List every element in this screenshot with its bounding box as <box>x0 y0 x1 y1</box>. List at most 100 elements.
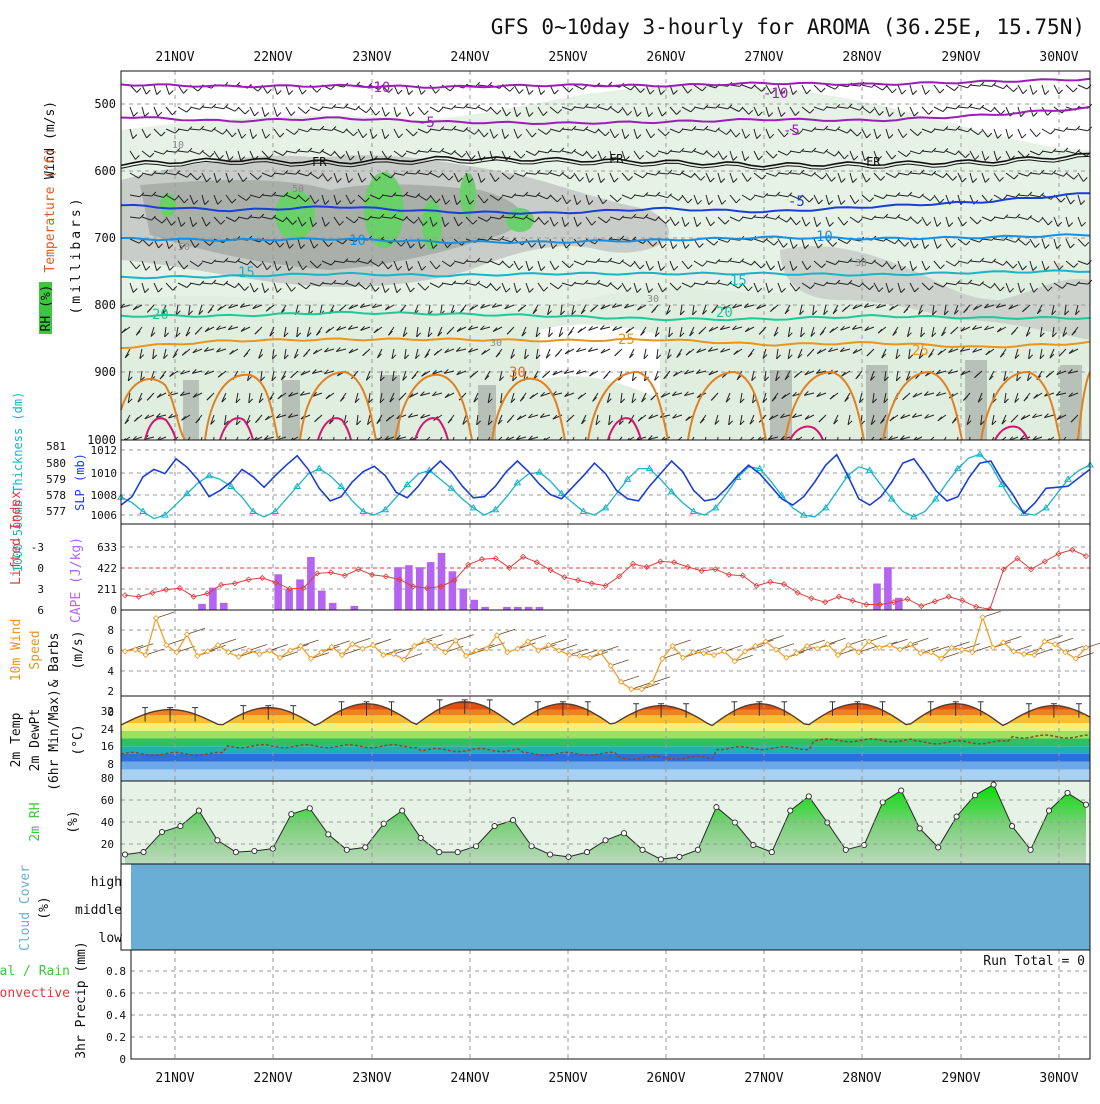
rh-point <box>695 847 700 852</box>
rh-point <box>973 793 978 798</box>
contour-label-30: 30 <box>509 365 526 381</box>
precip-total-label: Total / Rain <box>0 964 70 979</box>
contour-label-20: 20 <box>152 307 169 323</box>
li-tick-label: -3 <box>31 541 44 554</box>
dewpt-axis-label: 2m DewPt <box>28 709 43 772</box>
rh2m-panel: 60 40 20 2m RH (%) <box>28 781 1090 864</box>
rh-tick-label: 40 <box>101 816 114 829</box>
precip-tick-label: 0.2 <box>106 1031 126 1044</box>
rh-point <box>233 850 238 855</box>
cape-bar <box>394 567 402 610</box>
temp-tick-label: 80 <box>101 772 114 785</box>
wind-tick-label: 2 <box>107 685 114 698</box>
cape-tick-label: 0 <box>110 604 117 617</box>
cape-bar <box>438 553 446 610</box>
temp-band <box>121 731 1090 739</box>
slp-tick-label: 1006 <box>91 509 118 522</box>
rh-contour-label: 30 <box>490 338 502 349</box>
bottom-date-label: 30NOV <box>1039 1071 1078 1086</box>
rh-point <box>1010 824 1015 829</box>
rh-point <box>1046 808 1051 813</box>
bottom-date-label: 24NOV <box>450 1071 489 1086</box>
rh-point <box>584 850 589 855</box>
bottom-date-label: 28NOV <box>842 1071 881 1086</box>
rh-contour-label: 10 <box>172 140 184 151</box>
li-tick-label: 3 <box>37 583 44 596</box>
bottom-date-label: 25NOV <box>548 1071 587 1086</box>
rh-point <box>289 812 294 817</box>
pressure-tick-label: 800 <box>94 298 116 312</box>
rh-point <box>954 814 959 819</box>
thickness-tick-label: 579 <box>46 473 66 486</box>
cape-bar <box>296 579 304 610</box>
wind10-units-label: (m/s) <box>71 630 86 669</box>
slp-tick-label: 1008 <box>91 489 118 502</box>
rh-point <box>603 838 608 843</box>
temp-tick-label: 24 <box>101 723 115 736</box>
pressure-tick-label: 600 <box>94 164 116 178</box>
rh-point <box>122 852 127 857</box>
thickness-tick-label: 581 <box>46 440 66 453</box>
rh-point <box>769 850 774 855</box>
rh-point <box>418 835 423 840</box>
rh-contour-label: 30 <box>647 294 659 305</box>
minmax-axis-label: (6hr Min/Max) <box>47 689 62 791</box>
cape-tick-label: 633 <box>97 541 117 554</box>
contour-label-10: 10 <box>816 229 833 245</box>
temp-band <box>121 723 1090 731</box>
rh-point <box>178 824 183 829</box>
cape-bar <box>873 584 881 611</box>
rh-point <box>899 788 904 793</box>
top-date-label: 21NOV <box>155 50 194 65</box>
rh2m-units-label: (%) <box>66 810 81 833</box>
rh-point <box>548 852 553 857</box>
cape-bar <box>198 604 206 610</box>
top-date-label: 29NOV <box>941 50 980 65</box>
rh-point <box>1065 790 1070 795</box>
temp-tick-label: 32 <box>101 705 114 718</box>
contour-label-m10: -10 <box>365 80 390 96</box>
rh-point <box>363 845 368 850</box>
rh-point <box>936 845 941 850</box>
top-date-label: 22NOV <box>253 50 292 65</box>
precip-axis-label: 3hr Precip (mm) <box>74 941 89 1058</box>
run-total-label: Run Total = 0 <box>983 954 1085 969</box>
contour-label-15: 15 <box>238 265 255 281</box>
pressure-tick-label: 500 <box>94 97 116 111</box>
rh-point <box>621 831 626 836</box>
top-date-label: 23NOV <box>352 50 391 65</box>
temperature-axis-label: Temperature (°C) <box>43 147 58 272</box>
top-date-label: 26NOV <box>646 50 685 65</box>
top-date-label: 28NOV <box>842 50 881 65</box>
rh-contour-label: 30 <box>855 258 867 269</box>
rh-point <box>215 838 220 843</box>
temp-band <box>121 769 1090 781</box>
rh-tick-label: 20 <box>101 838 114 851</box>
rh-point <box>1028 847 1033 852</box>
temp-axis-label: 2m Temp <box>9 712 24 767</box>
rh-point <box>714 805 719 810</box>
contour-label-25: 25 <box>618 332 635 348</box>
rh-point <box>437 850 442 855</box>
rh-point <box>677 854 682 859</box>
contour-label-m5: -5 <box>783 123 800 139</box>
bottom-date-label: 26NOV <box>646 1071 685 1086</box>
rh-point <box>400 808 405 813</box>
rh-shading <box>121 85 1090 440</box>
bottom-date-label: 23NOV <box>352 1071 391 1086</box>
temp-tick-label: 8 <box>107 758 114 771</box>
temp2m-panel: 32 24 16 8 80 2m Temp 2m DewPt (6hr Min/… <box>9 689 1090 791</box>
cloud-units-label: (%) <box>37 896 52 919</box>
rh-contour-label: 50 <box>178 242 190 253</box>
temp-tick-label: 16 <box>101 740 114 753</box>
rh-point <box>658 857 663 862</box>
top-date-label: 25NOV <box>548 50 587 65</box>
cape-bar <box>329 603 337 610</box>
precip-panel: Run Total = 0 0.8 0.6 0.4 0.2 0 Total / … <box>0 941 1090 1066</box>
rh-tick-label: 60 <box>101 794 114 807</box>
rh-contour-label: 50 <box>292 184 304 195</box>
slp-tick-label: 1010 <box>91 467 118 480</box>
rh-point <box>806 794 811 799</box>
precip-tick-label: 0.8 <box>106 965 126 978</box>
